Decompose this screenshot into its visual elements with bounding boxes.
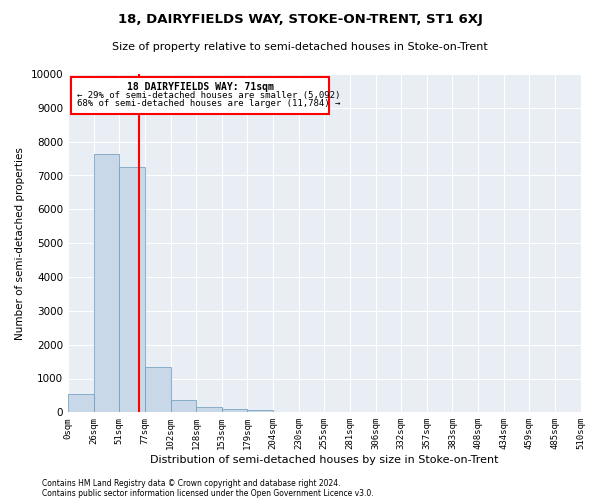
- Text: ← 29% of semi-detached houses are smaller (5,092): ← 29% of semi-detached houses are smalle…: [77, 91, 340, 100]
- Text: Contains public sector information licensed under the Open Government Licence v3: Contains public sector information licen…: [42, 488, 374, 498]
- Text: 18 DAIRYFIELDS WAY: 71sqm: 18 DAIRYFIELDS WAY: 71sqm: [127, 82, 274, 92]
- Bar: [94, 154, 119, 412]
- X-axis label: Distribution of semi-detached houses by size in Stoke-on-Trent: Distribution of semi-detached houses by …: [150, 455, 499, 465]
- Bar: [196, 408, 222, 412]
- Bar: [145, 366, 170, 412]
- Bar: [247, 410, 273, 412]
- Text: 18, DAIRYFIELDS WAY, STOKE-ON-TRENT, ST1 6XJ: 18, DAIRYFIELDS WAY, STOKE-ON-TRENT, ST1…: [118, 12, 482, 26]
- FancyBboxPatch shape: [71, 76, 329, 114]
- Bar: [68, 394, 94, 412]
- Text: 68% of semi-detached houses are larger (11,784) →: 68% of semi-detached houses are larger (…: [77, 100, 340, 108]
- Bar: [119, 167, 145, 412]
- Bar: [170, 400, 196, 412]
- Text: Contains HM Land Registry data © Crown copyright and database right 2024.: Contains HM Land Registry data © Crown c…: [42, 478, 341, 488]
- Y-axis label: Number of semi-detached properties: Number of semi-detached properties: [15, 146, 25, 340]
- Text: Size of property relative to semi-detached houses in Stoke-on-Trent: Size of property relative to semi-detach…: [112, 42, 488, 52]
- Bar: [222, 409, 247, 412]
